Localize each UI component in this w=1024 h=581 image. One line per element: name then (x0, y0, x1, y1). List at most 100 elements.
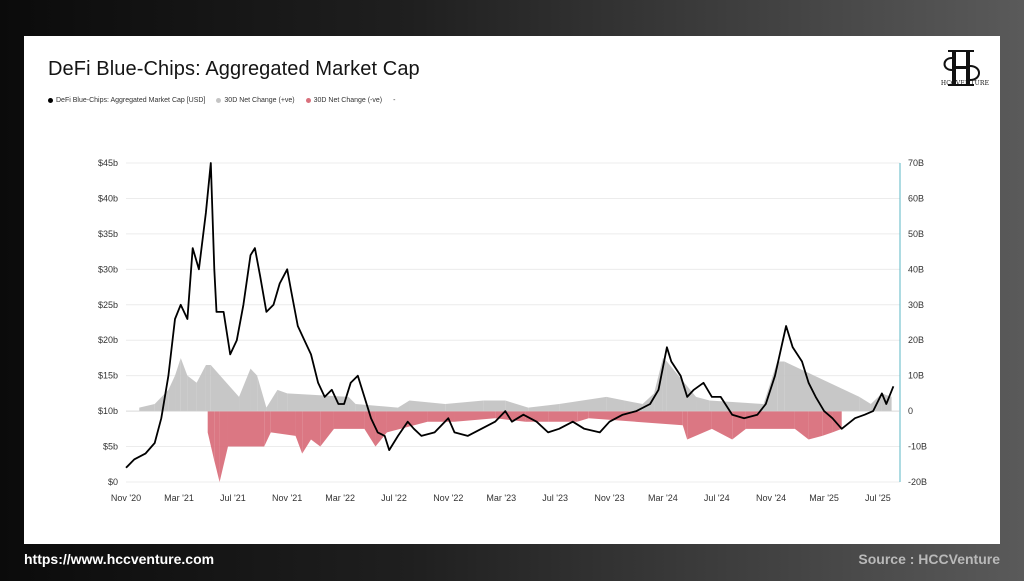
y-left-tick-label: $35b (98, 229, 118, 239)
net-change-negative-bar (808, 411, 823, 440)
net-change-positive-bar (483, 400, 506, 412)
x-tick-label: Nov '20 (111, 493, 141, 503)
x-tick-label: Jul '24 (704, 493, 730, 503)
x-tick-label: Jul '22 (381, 493, 407, 503)
y-right-tick-label: 0 (908, 406, 913, 416)
net-change-positive-bar (287, 393, 349, 412)
net-change-positive-bar (175, 357, 181, 412)
net-change-positive-bar (445, 400, 484, 412)
net-change-positive-bar (239, 368, 251, 412)
net-change-positive-bar (777, 361, 785, 412)
net-change-negative-bar (525, 411, 549, 422)
y-left-tick-label: $0 (108, 477, 118, 487)
y-left-tick-label: $40b (98, 193, 118, 203)
net-change-positive-bar (348, 396, 356, 412)
net-change-positive-bar (606, 396, 625, 412)
net-change-positive-bar (642, 393, 655, 412)
net-change-positive-bar (859, 396, 871, 412)
y-right-tick-label: 40B (908, 264, 924, 274)
net-change-positive-bar (409, 400, 446, 412)
net-change-negative-bar (427, 411, 455, 422)
net-change-negative-bar (745, 411, 795, 429)
net-change-negative-bar (588, 411, 683, 426)
legend-item-positive[interactable]: 30D Net Change (+ve) (216, 97, 295, 104)
x-tick-label: Jul '23 (542, 493, 568, 503)
net-change-positive-bar (266, 389, 278, 412)
net-change-negative-bar (295, 411, 303, 454)
x-tick-label: Nov '23 (594, 493, 624, 503)
hs-monogram-icon (943, 50, 980, 86)
x-tick-label: Jul '25 (865, 493, 891, 503)
net-change-positive-bar (355, 404, 398, 412)
net-change-positive-bar (505, 400, 529, 412)
y-left-tick-label: $30b (98, 264, 118, 274)
footer-url-link[interactable]: https://www.hccventure.com (24, 551, 215, 567)
legend-label: - (393, 97, 396, 104)
y-left-tick-label: $15b (98, 371, 118, 381)
y-right-tick-label: 30B (908, 300, 924, 310)
net-change-positive-bar (168, 375, 176, 412)
net-change-negative-bar (333, 411, 365, 429)
y-left-tick-label: $10b (98, 406, 118, 416)
legend-item-market-cap[interactable]: DeFi Blue-Chips: Aggregated Market Cap [… (48, 97, 205, 104)
net-change-negative-bar (214, 411, 220, 482)
net-change-positive-bar (666, 361, 697, 412)
legend-item-negative[interactable]: 30D Net Change (-ve) (305, 97, 382, 104)
net-change-positive-bar (180, 357, 188, 412)
net-change-positive-bar (277, 389, 288, 412)
y-right-tick-label: 20B (908, 335, 924, 345)
x-tick-label: Nov '22 (433, 493, 463, 503)
y-right-tick-label: 10B (908, 371, 924, 381)
chart-title: DeFi Blue-Chips: Aggregated Market Cap (48, 58, 420, 80)
net-change-positive-bar (139, 404, 155, 412)
net-change-negative-bar (794, 411, 809, 440)
net-change-positive-bar (257, 375, 267, 412)
y-left-tick-label: $45b (98, 158, 118, 168)
net-change-negative-bar (832, 411, 842, 433)
chart-plot: $0 $5b $10b $15b $20b $25b $30b $35b $40b $45b -20… (98, 158, 927, 503)
y-right-tick-label: 60B (908, 193, 924, 203)
net-change-positive-bar (397, 400, 410, 412)
chart-legend: DeFi Blue-Chips: Aggregated Market Cap [… (48, 97, 395, 104)
y-right-tick-label: -10B (908, 442, 927, 452)
net-change-negative-bar (682, 411, 688, 440)
x-tick-label: Mar '23 (486, 493, 516, 503)
legend-label: 30D Net Change (+ve) (224, 97, 295, 104)
x-tick-label: Mar '22 (325, 493, 355, 503)
net-change-negative-bar (454, 411, 496, 422)
net-change-positive-bar (559, 396, 607, 412)
net-change-positive-bar (654, 357, 663, 412)
logo-text: HCCVENTURE (940, 80, 990, 87)
legend-item-dash[interactable]: - (393, 97, 395, 104)
net-change-negative-bar (311, 411, 321, 447)
net-change-negative-bar (264, 411, 271, 447)
net-change-negative-bar (687, 411, 712, 440)
net-change-negative-bar (320, 411, 334, 447)
net-change-positive-bar (210, 365, 240, 412)
x-tick-label: Mar '24 (648, 493, 678, 503)
net-change-negative-bar (548, 411, 578, 422)
net-change-negative-bar (577, 411, 589, 422)
net-change-positive-bar (205, 365, 211, 412)
x-tick-label: Mar '25 (809, 493, 839, 503)
net-change-negative-bar (227, 411, 265, 447)
chart-card: DeFi Blue-Chips: Aggregated Market Cap D… (24, 36, 1000, 544)
x-tick-label: Nov '24 (756, 493, 786, 503)
footer-source: Source : HCCVenture (858, 551, 1000, 567)
x-tick-label: Jul '21 (220, 493, 246, 503)
y-right-tick-label: 50B (908, 229, 924, 239)
y-right-tick-label: 70B (908, 158, 924, 168)
market-cap-line (125, 162, 895, 469)
net-change-positive-bar (696, 396, 710, 412)
legend-label: DeFi Blue-Chips: Aggregated Market Cap [… (56, 97, 206, 104)
net-change-negative-bar (302, 411, 312, 454)
x-tick-label: Mar '21 (164, 493, 194, 503)
net-change-positive-bar (187, 375, 197, 412)
net-change-positive-bar (528, 404, 560, 412)
net-change-negative-bar (822, 411, 833, 436)
net-change-positive-bar (250, 368, 258, 412)
net-change-negative-bar (711, 411, 733, 440)
legend-dot-red (305, 98, 311, 103)
net-change-positive-bar (784, 361, 860, 412)
net-change-negative-bar (219, 411, 228, 482)
